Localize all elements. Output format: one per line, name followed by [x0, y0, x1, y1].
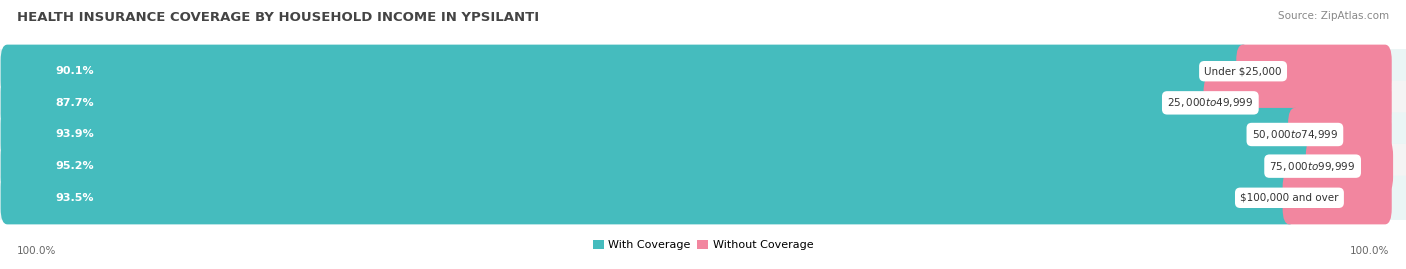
FancyBboxPatch shape	[1204, 76, 1392, 129]
Text: HEALTH INSURANCE COVERAGE BY HOUSEHOLD INCOME IN YPSILANTI: HEALTH INSURANCE COVERAGE BY HOUSEHOLD I…	[17, 11, 538, 24]
Text: 90.1%: 90.1%	[55, 66, 94, 76]
Text: 100.0%: 100.0%	[17, 246, 56, 256]
Text: $50,000 to $74,999: $50,000 to $74,999	[1251, 128, 1339, 141]
Text: 93.5%: 93.5%	[55, 193, 94, 203]
Text: 93.9%: 93.9%	[55, 129, 94, 140]
Text: Source: ZipAtlas.com: Source: ZipAtlas.com	[1278, 11, 1389, 21]
Text: $25,000 to $49,999: $25,000 to $49,999	[1167, 96, 1254, 109]
FancyBboxPatch shape	[0, 140, 1319, 193]
FancyBboxPatch shape	[1236, 45, 1392, 98]
FancyBboxPatch shape	[1288, 108, 1392, 161]
Text: $100,000 and over: $100,000 and over	[1240, 193, 1339, 203]
Text: 95.2%: 95.2%	[55, 161, 94, 171]
Text: 87.7%: 87.7%	[55, 98, 94, 108]
FancyBboxPatch shape	[0, 49, 1406, 93]
FancyBboxPatch shape	[1306, 140, 1393, 193]
Text: Under $25,000: Under $25,000	[1205, 66, 1282, 76]
FancyBboxPatch shape	[0, 45, 1250, 98]
Text: 100.0%: 100.0%	[1350, 246, 1389, 256]
FancyBboxPatch shape	[0, 144, 1406, 188]
FancyBboxPatch shape	[0, 176, 1406, 220]
FancyBboxPatch shape	[0, 112, 1406, 157]
FancyBboxPatch shape	[1282, 171, 1392, 224]
FancyBboxPatch shape	[0, 108, 1302, 161]
FancyBboxPatch shape	[0, 171, 1296, 224]
FancyBboxPatch shape	[0, 76, 1218, 129]
FancyBboxPatch shape	[0, 81, 1406, 125]
Legend: With Coverage, Without Coverage: With Coverage, Without Coverage	[588, 236, 818, 255]
Text: $75,000 to $99,999: $75,000 to $99,999	[1270, 160, 1355, 173]
